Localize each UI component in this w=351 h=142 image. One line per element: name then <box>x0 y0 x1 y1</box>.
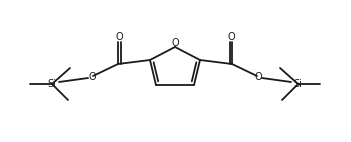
Text: O: O <box>115 32 123 42</box>
Text: O: O <box>88 72 96 82</box>
Text: Si: Si <box>48 79 57 89</box>
Text: O: O <box>227 32 235 42</box>
Text: O: O <box>254 72 262 82</box>
Text: O: O <box>171 38 179 48</box>
Text: Si: Si <box>293 79 303 89</box>
